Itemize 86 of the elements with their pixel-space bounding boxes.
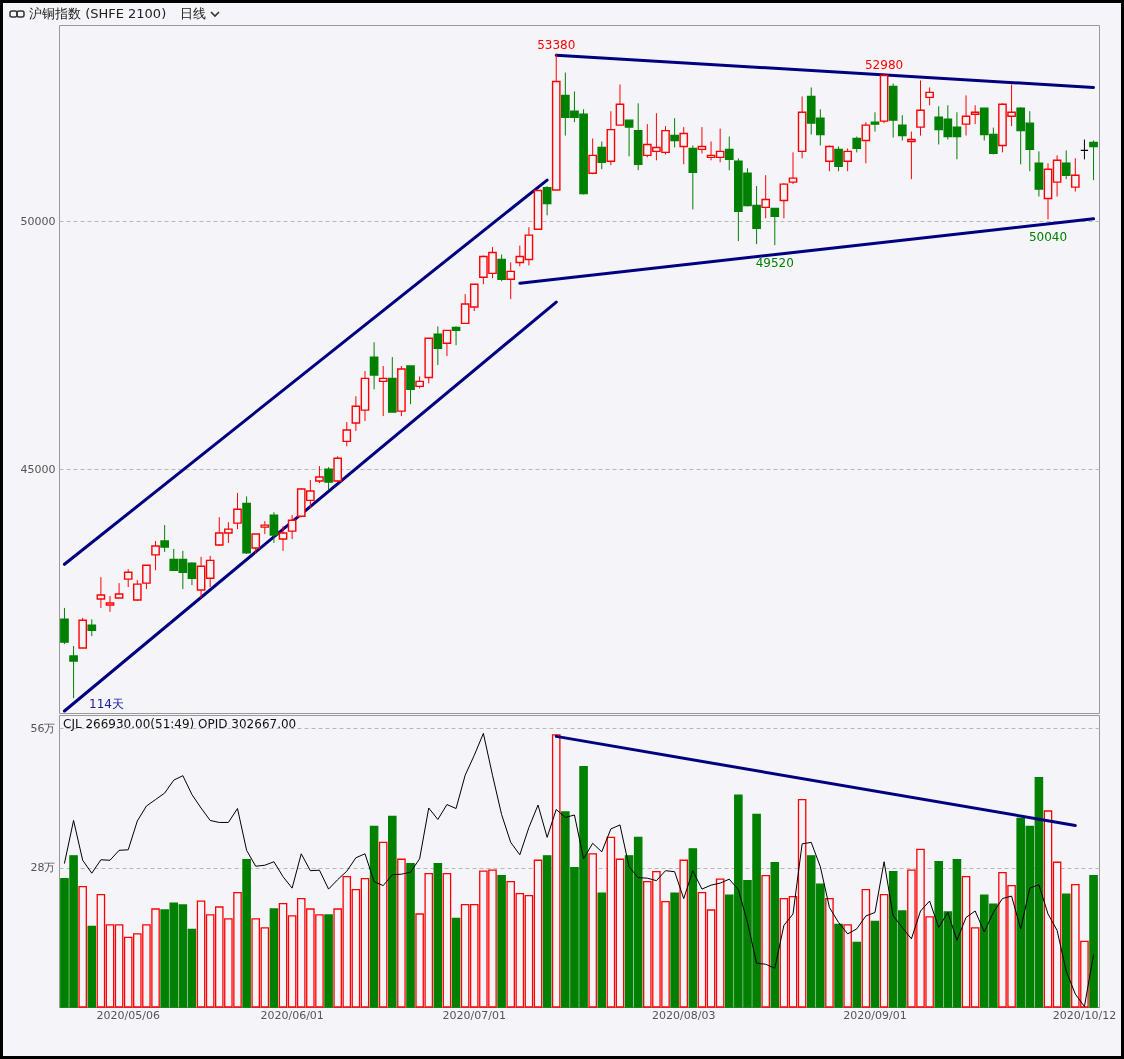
candlestick — [670, 117, 679, 148]
annotation: 53380 — [537, 37, 576, 52]
candlestick — [251, 533, 261, 555]
candlestick — [916, 80, 925, 137]
bar — [451, 917, 461, 1008]
candlestick — [60, 607, 69, 645]
bar — [242, 859, 251, 1008]
candlestick — [843, 147, 852, 172]
candlestick — [96, 576, 106, 609]
candlestick — [1061, 149, 1071, 180]
bar — [87, 925, 97, 1008]
candlestick — [724, 136, 734, 171]
candlestick — [861, 121, 871, 164]
x-tick-label: 2020/05/06 — [96, 1008, 160, 1022]
x-tick-label: 2020/07/01 — [442, 1008, 506, 1022]
candlestick — [433, 325, 443, 366]
candlestick — [378, 365, 388, 417]
bar — [497, 875, 506, 1008]
y-tick-label: 28万 — [30, 861, 56, 875]
candlestick — [542, 185, 552, 216]
bar — [852, 941, 862, 1008]
x-tick-label: 2020/10/12 — [1052, 1008, 1117, 1022]
candlestick — [506, 261, 516, 300]
bar — [433, 863, 443, 1008]
bar — [324, 914, 333, 1008]
bar — [1089, 875, 1098, 1008]
candlestick — [588, 138, 597, 175]
candlestick — [406, 365, 415, 405]
candlestick — [834, 145, 843, 172]
candlestick — [679, 126, 689, 165]
candlestick — [442, 329, 452, 357]
bar — [597, 892, 607, 1008]
chart-title: 沪铜指数 (SHFE 2100) — [29, 5, 167, 23]
candlestick — [597, 140, 607, 170]
annotation: 49520 — [755, 256, 794, 271]
candlestick — [333, 455, 343, 482]
bar — [406, 863, 415, 1008]
line-series — [63, 732, 1095, 1007]
candlestick — [770, 207, 780, 246]
y-tick-label: 56万 — [30, 721, 56, 735]
candlestick — [1070, 157, 1080, 193]
y-tick-label: 50000 — [20, 214, 56, 228]
annotation: 50040 — [1028, 230, 1068, 245]
bar — [834, 923, 843, 1008]
candlestick — [825, 144, 834, 172]
annotation: 52980 — [864, 57, 904, 72]
bar — [1061, 893, 1071, 1008]
candlestick — [114, 582, 124, 599]
candlestick — [342, 421, 352, 447]
bar — [369, 825, 379, 1008]
candlestick — [688, 144, 698, 210]
candlestick — [788, 151, 798, 185]
candlestick — [69, 645, 78, 699]
bar — [670, 892, 679, 1008]
candlestick — [278, 525, 288, 552]
y-tick-label: 45000 — [20, 462, 56, 476]
bar — [269, 908, 279, 1008]
bar — [542, 855, 552, 1008]
annotation: CJL 266930.00(51:49) OPID 302667.00 — [63, 717, 297, 731]
candlestick — [497, 254, 506, 282]
candlestick — [105, 595, 115, 613]
candlestick — [615, 83, 625, 126]
x-tick-label: 2020/06/01 — [260, 1008, 324, 1022]
x-tick-label: 2020/09/01 — [843, 1008, 907, 1022]
bar — [870, 920, 880, 1008]
candlestick — [287, 514, 297, 540]
bar — [388, 815, 397, 1008]
candlestick — [870, 111, 880, 133]
candlestick — [779, 182, 789, 219]
candlestick — [324, 466, 333, 491]
candlestick — [961, 94, 971, 137]
candlestick — [897, 114, 907, 141]
candlestick — [624, 119, 634, 157]
candlestick — [233, 492, 242, 530]
candlestick — [1089, 139, 1098, 181]
annotation: 114天 — [89, 697, 124, 711]
candlestick — [160, 524, 169, 553]
chart-subtitle: 日线 — [180, 5, 207, 23]
candlestick — [907, 131, 916, 180]
candlestick — [269, 511, 279, 544]
x-tick-label: 2020/08/03 — [652, 1008, 716, 1022]
candlestick — [761, 174, 771, 219]
bar — [770, 862, 780, 1008]
candlestick — [151, 540, 160, 571]
bar — [688, 848, 698, 1008]
candlestick — [369, 341, 379, 390]
